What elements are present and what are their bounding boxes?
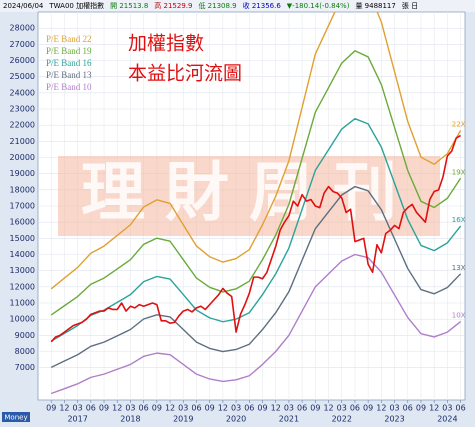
- y-tick-label: 7000: [15, 363, 35, 372]
- x-tick-label: 06: [139, 404, 149, 413]
- y-tick-label: 19000: [10, 169, 35, 178]
- x-tick-label: 12: [59, 404, 69, 413]
- x-tick-label: 12: [165, 404, 175, 413]
- x-tick-label: 12: [218, 404, 228, 413]
- x-tick-label: 12: [112, 404, 122, 413]
- band-line: [50, 118, 462, 342]
- band-end-label: 10X: [452, 312, 466, 320]
- x-tick-label: 09: [205, 404, 215, 413]
- x-tick-label: 03: [442, 404, 452, 413]
- y-tick-label: 8000: [15, 347, 35, 356]
- labels: 7000 8000 9000 10000 11000 12000 13000 14000 150…: [10, 24, 466, 424]
- y-tick-label: 26000: [10, 56, 35, 65]
- y-tick-label: 15000: [10, 234, 35, 243]
- header-item: 收 21356.6: [243, 1, 282, 10]
- x-tick-label: 12: [271, 404, 281, 413]
- x-tick-label: 12: [376, 404, 386, 413]
- x-tick-label: 03: [389, 404, 399, 413]
- x-tick-label: 06: [191, 404, 201, 413]
- legend-label: P/E Band 13: [46, 70, 92, 80]
- x-tick-label: 09: [46, 404, 56, 413]
- chart-subtitle: 本益比河流圖: [128, 63, 242, 85]
- y-tick-label: 9000: [15, 331, 35, 340]
- header-item: 開 21513.8: [110, 2, 148, 10]
- logo: Money: [4, 414, 27, 422]
- watermark-box: [58, 156, 440, 236]
- lines: [50, 12, 462, 395]
- band-line: [50, 50, 462, 316]
- header-item: 高 21529.9: [154, 1, 192, 10]
- y-tick-label: 27000: [10, 40, 35, 49]
- year-label: 2024: [437, 415, 457, 424]
- x-tick-label: 03: [178, 404, 188, 413]
- y-tick-label: 16000: [10, 218, 35, 227]
- legend-label: P/E Band 22: [46, 34, 92, 44]
- year-label: 2019: [173, 415, 193, 424]
- band-end-label: 22X: [452, 121, 466, 129]
- band-line: [50, 12, 462, 290]
- y-tick-label: 25000: [10, 72, 35, 81]
- x-tick-label: 03: [73, 404, 83, 413]
- x-tick-label: 06: [403, 404, 413, 413]
- y-tick-label: 13000: [10, 266, 35, 275]
- header-item: 2024/06/04: [3, 2, 44, 10]
- band-line: [50, 185, 462, 368]
- y-tick-label: 14000: [10, 250, 35, 259]
- header-item: 張 日: [402, 2, 418, 10]
- y-tick-label: 17000: [10, 202, 35, 211]
- x-tick-label: 03: [231, 404, 241, 413]
- year-label: 2022: [332, 415, 352, 424]
- y-tick-label: 24000: [10, 88, 35, 97]
- y-tick-label: 28000: [10, 24, 35, 33]
- y-tick-label: 21000: [10, 137, 35, 146]
- x-tick-label: 03: [125, 404, 135, 413]
- band-end-label: 19X: [452, 168, 466, 176]
- x-tick-label: 06: [297, 404, 307, 413]
- x-tick-label: 03: [337, 404, 347, 413]
- x-tick-label: 09: [99, 404, 109, 413]
- x-tick-label: 09: [152, 404, 162, 413]
- y-tick-label: 20000: [10, 153, 35, 162]
- band-end-label: 13X: [452, 264, 466, 272]
- header-item: 量 9488117: [355, 2, 395, 10]
- y-tick-label: 18000: [10, 185, 35, 194]
- year-label: 2020: [226, 415, 246, 424]
- x-tick-label: 09: [363, 404, 373, 413]
- legend-label: P/E Band 16: [46, 58, 92, 68]
- header-bar: [0, 0, 475, 12]
- x-tick-label: 03: [284, 404, 294, 413]
- x-tick-label: 06: [86, 404, 96, 413]
- band-end-label: 16X: [452, 216, 466, 224]
- watermark: 理財周刊: [81, 157, 417, 231]
- header-item: TWA00 加權指數: [48, 1, 104, 10]
- header-item: 低 21308.9: [198, 1, 236, 10]
- x-tick-label: 12: [323, 404, 333, 413]
- y-tick-label: 22000: [10, 121, 35, 130]
- year-label: 2021: [279, 415, 299, 424]
- year-label: 2018: [120, 415, 140, 424]
- y-tick-label: 12000: [10, 282, 35, 291]
- chart-title: 加權指數: [128, 33, 204, 55]
- y-tick-label: 10000: [10, 315, 35, 324]
- index-line: [50, 134, 461, 343]
- x-tick-label: 09: [257, 404, 267, 413]
- x-tick-label: 12: [429, 404, 439, 413]
- x-tick-label: 09: [310, 404, 320, 413]
- legend-label: P/E Band 19: [46, 46, 92, 56]
- year-label: 2023: [384, 415, 404, 424]
- x-tick-label: 06: [456, 404, 466, 413]
- y-tick-label: 11000: [10, 299, 35, 308]
- y-tick-label: 23000: [10, 105, 35, 114]
- band-line: [50, 253, 462, 395]
- header-item: ▼-180.14(-0.84%): [287, 2, 350, 10]
- logo-box: [2, 412, 30, 422]
- x-tick-label: 06: [350, 404, 360, 413]
- x-tick-label: 09: [416, 404, 426, 413]
- year-label: 2017: [67, 415, 87, 424]
- x-tick-label: 06: [244, 404, 254, 413]
- legend-label: P/E Band 10: [46, 82, 92, 92]
